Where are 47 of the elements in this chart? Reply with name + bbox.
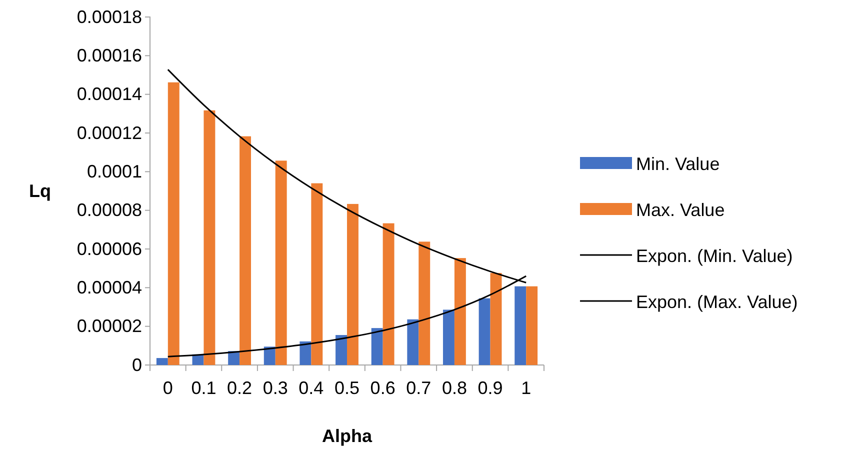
y-tick-label: 0.00002	[76, 316, 142, 336]
legend-label: Expon. (Min. Value)	[636, 246, 793, 266]
bar	[407, 319, 419, 365]
legend-label: Max. Value	[636, 200, 725, 220]
legend-label: Min. Value	[636, 154, 720, 174]
y-tick-label: 0.00006	[76, 238, 142, 259]
bar	[418, 242, 430, 365]
y-tick-label: 0.00016	[76, 45, 142, 66]
bar	[514, 286, 526, 365]
x-axis-title: Alpha	[322, 426, 373, 446]
bar	[490, 272, 502, 365]
bar	[264, 346, 276, 365]
bar	[454, 258, 466, 365]
x-tick-label: 0.2	[227, 378, 252, 398]
x-tick-label: 0.9	[478, 378, 503, 398]
bar	[336, 335, 347, 365]
y-tick-label: 0.00008	[76, 200, 142, 220]
x-tick-label: 0.5	[334, 378, 360, 398]
legend-label: Expon. (Max. Value)	[636, 292, 798, 312]
y-tick-label: 0.00004	[76, 277, 142, 298]
bar	[382, 223, 394, 365]
bar	[311, 183, 323, 365]
x-tick-label: 1	[521, 378, 532, 398]
x-tick-label: 0.7	[406, 378, 432, 398]
y-tick-label: 0.00014	[76, 84, 142, 104]
y-axis-title: Lq	[29, 181, 51, 201]
bar	[526, 286, 538, 365]
x-tick-label: 0.8	[442, 378, 467, 398]
bar	[300, 341, 312, 365]
bar	[156, 358, 168, 365]
bar	[478, 298, 490, 365]
bar	[240, 136, 252, 365]
x-tick-label: 0.3	[262, 378, 288, 398]
y-tick-label: 0.0001	[86, 161, 142, 182]
y-tick-label: 0	[132, 354, 142, 375]
y-tick-label: 0.00018	[76, 6, 142, 27]
bar	[275, 160, 287, 365]
x-tick-label: 0.4	[298, 378, 324, 398]
y-tick-label: 0.00012	[76, 122, 142, 143]
x-tick-label: 0.6	[370, 378, 396, 398]
bar	[442, 310, 454, 365]
bar	[168, 82, 180, 365]
x-tick-label: 0.1	[191, 378, 216, 398]
bar	[347, 204, 358, 365]
bar	[204, 110, 216, 365]
bar	[371, 328, 383, 365]
x-tick-label: 0	[162, 378, 173, 398]
